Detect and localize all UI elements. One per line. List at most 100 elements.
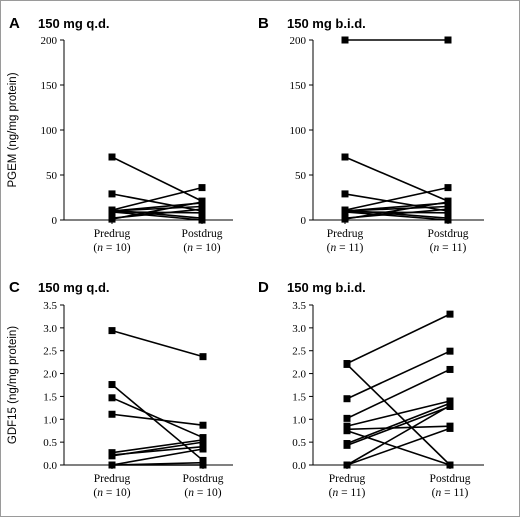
x-n-label: (n = 11) [430,242,467,254]
subject-line [111,441,204,457]
predrug-marker [108,190,116,198]
postdrug-marker [446,424,454,432]
x-category-label: Predrug [94,228,131,240]
subject-line [344,186,449,211]
y-axis-label: GDF15 (ng/mg protein) [7,326,19,444]
y-tick-label: 0 [301,215,307,227]
postdrug-marker [198,209,206,217]
predrug-marker [108,394,116,402]
y-axis-label: PGEM (ng/mg protein) [7,72,19,187]
postdrug-marker [444,205,452,213]
x-n-label-part: = 11) [439,242,466,254]
y-tick-label: 2.0 [43,369,57,381]
predrug-marker [343,427,351,435]
predrug-marker [343,360,351,368]
x-n-label-part: ( [329,487,333,499]
subject-line [346,350,451,400]
postdrug-marker [199,438,207,446]
postdrug-marker [446,310,454,318]
x-n-label-part: = 10) [194,487,222,499]
predrug-marker [108,153,116,161]
subject-line [111,439,204,454]
postdrug-marker [446,347,454,355]
x-n-label-part: = 11) [441,487,468,499]
postdrug-marker [198,205,206,213]
y-tick-label: 150 [41,80,58,92]
panel-title: 150 mg b.i.d. [287,16,366,31]
y-tick-label: 2.5 [292,346,306,358]
x-n-label-part: n [97,242,103,254]
x-n-label-part: n [332,487,338,499]
y-tick-label: 1.5 [292,391,306,403]
x-n-label-part: ( [430,242,434,254]
panel-title: 150 mg q.d. [38,280,110,295]
x-n-label-part: ( [93,487,97,499]
subject-line [346,405,451,447]
predrug-marker [108,381,116,389]
subject-line [346,368,451,420]
panel-title: 150 mg q.d. [38,16,110,31]
x-category-label: Postdrug [428,228,469,240]
subject-line [344,211,449,214]
predrug-marker [108,410,116,418]
subject-line [111,413,204,427]
subject-line [111,201,203,220]
subject-line [111,186,203,211]
subject-line [111,156,203,202]
subject-line [344,193,449,212]
x-category-label: Postdrug [430,473,471,485]
x-n-label: (n = 10) [184,487,221,499]
y-tick-label: 0 [52,215,58,227]
postdrug-marker [444,216,452,224]
x-n-label-part: ( [93,242,97,254]
predrug-marker [108,215,116,223]
x-category-label: Predrug [327,228,364,240]
predrug-marker [341,208,349,216]
y-tick-label: 200 [290,35,307,47]
postdrug-marker [446,461,454,469]
x-n-label-part: = 10) [103,487,131,499]
predrug-marker [343,461,351,469]
x-n-label: (n = 10) [93,487,130,499]
x-n-label-part: n [187,242,193,254]
y-tick-label: 2.5 [43,346,57,358]
x-category-label: Postdrug [183,473,224,485]
predrug-marker [343,414,351,422]
y-tick-label: 3.5 [43,300,57,312]
y-tick-label: 2.0 [292,369,306,381]
predrug-marker [343,395,351,403]
subject-line [111,211,203,221]
predrug-marker [341,153,349,161]
y-tick-label: 3.0 [43,323,57,335]
subject-line [344,211,449,221]
subject-line [346,427,451,466]
x-category-label: Postdrug [182,228,223,240]
predrug-marker [108,461,116,469]
x-category-label: Predrug [329,473,366,485]
panel-c: C 150 mg q.d. 0.0 0.5 1.0 1.5 2.0 2.5 3.0 3.5 Pred… [7,279,233,499]
x-n-label-part: n [330,242,336,254]
x-n-label-part: ( [183,242,187,254]
x-n-label-part: ( [432,487,436,499]
y-tick-label: 3.0 [292,323,306,335]
y-tick-label: 0.0 [292,460,306,472]
x-n-label-part: = 11) [336,242,363,254]
subject-line [111,211,203,214]
x-n-label-part: = 11) [338,487,365,499]
postdrug-marker [446,402,454,410]
subject-line [344,156,449,202]
postdrug-marker [199,445,207,453]
subject-line [346,404,451,466]
y-tick-label: 1.0 [292,414,306,426]
predrug-marker [341,36,349,44]
subject-line [346,363,451,466]
postdrug-marker [198,184,206,192]
subject-line [111,397,204,439]
predrug-marker [341,215,349,223]
panel-title: 150 mg b.i.d. [287,280,366,295]
subject-line [346,425,451,431]
x-n-label-part: ( [184,487,188,499]
postdrug-marker [444,209,452,217]
x-n-label-part: ( [327,242,331,254]
